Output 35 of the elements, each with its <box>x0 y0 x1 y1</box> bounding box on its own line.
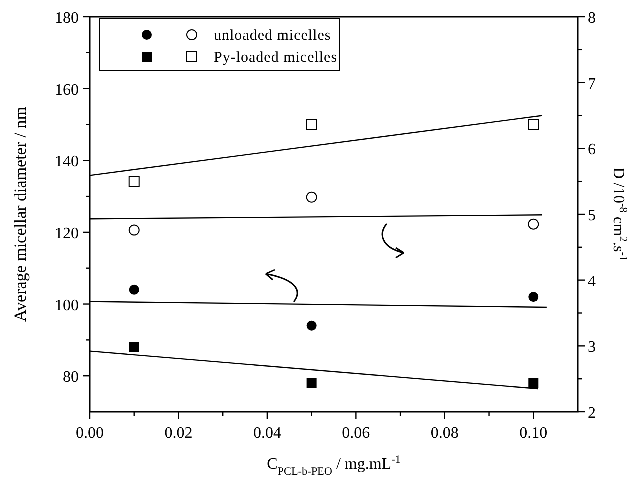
legend-label: unloaded micelles <box>214 28 332 44</box>
point <box>128 224 140 236</box>
point <box>129 342 140 352</box>
point <box>528 218 540 230</box>
y-tick-label: 80 <box>63 369 79 386</box>
point <box>306 192 318 203</box>
y-axis-title: Average micellar diameter / nm <box>11 107 30 322</box>
y-tick-label: 160 <box>55 82 79 99</box>
point <box>306 119 318 130</box>
x-tick-label: 0.00 <box>76 425 104 442</box>
y2-tick-label: 4 <box>588 273 596 290</box>
y2-tick-label: 6 <box>588 142 596 159</box>
point <box>528 119 540 130</box>
x-tick-label: 0.04 <box>253 425 282 442</box>
x-tick-label: 0.08 <box>430 425 459 442</box>
point <box>129 284 140 295</box>
y-tick-label: 140 <box>55 154 79 171</box>
legend-label: Py-loaded micelles <box>214 50 338 66</box>
point <box>128 176 140 188</box>
x-tick-label: 0.06 <box>342 425 370 442</box>
y2-tick-label: 3 <box>588 339 596 356</box>
y-tick-label: 180 <box>55 10 79 27</box>
point <box>528 378 539 388</box>
x-tick-label: 0.10 <box>520 425 548 442</box>
point <box>306 378 317 388</box>
point <box>528 292 539 302</box>
y-tick-label: 100 <box>55 297 79 314</box>
x-tick-label: 0.02 <box>164 425 193 442</box>
y2-tick-label: 2 <box>588 405 596 422</box>
y-tick-label: 120 <box>55 225 79 242</box>
y2-tick-label: 5 <box>588 208 596 224</box>
point <box>306 320 317 331</box>
x-axis-title: C$_{PCL-b-PEO}$ / mg.mL$^{-1}$ <box>267 454 401 478</box>
y2-tick-label: 8 <box>588 10 596 27</box>
y2-tick-label: 7 <box>588 76 596 93</box>
